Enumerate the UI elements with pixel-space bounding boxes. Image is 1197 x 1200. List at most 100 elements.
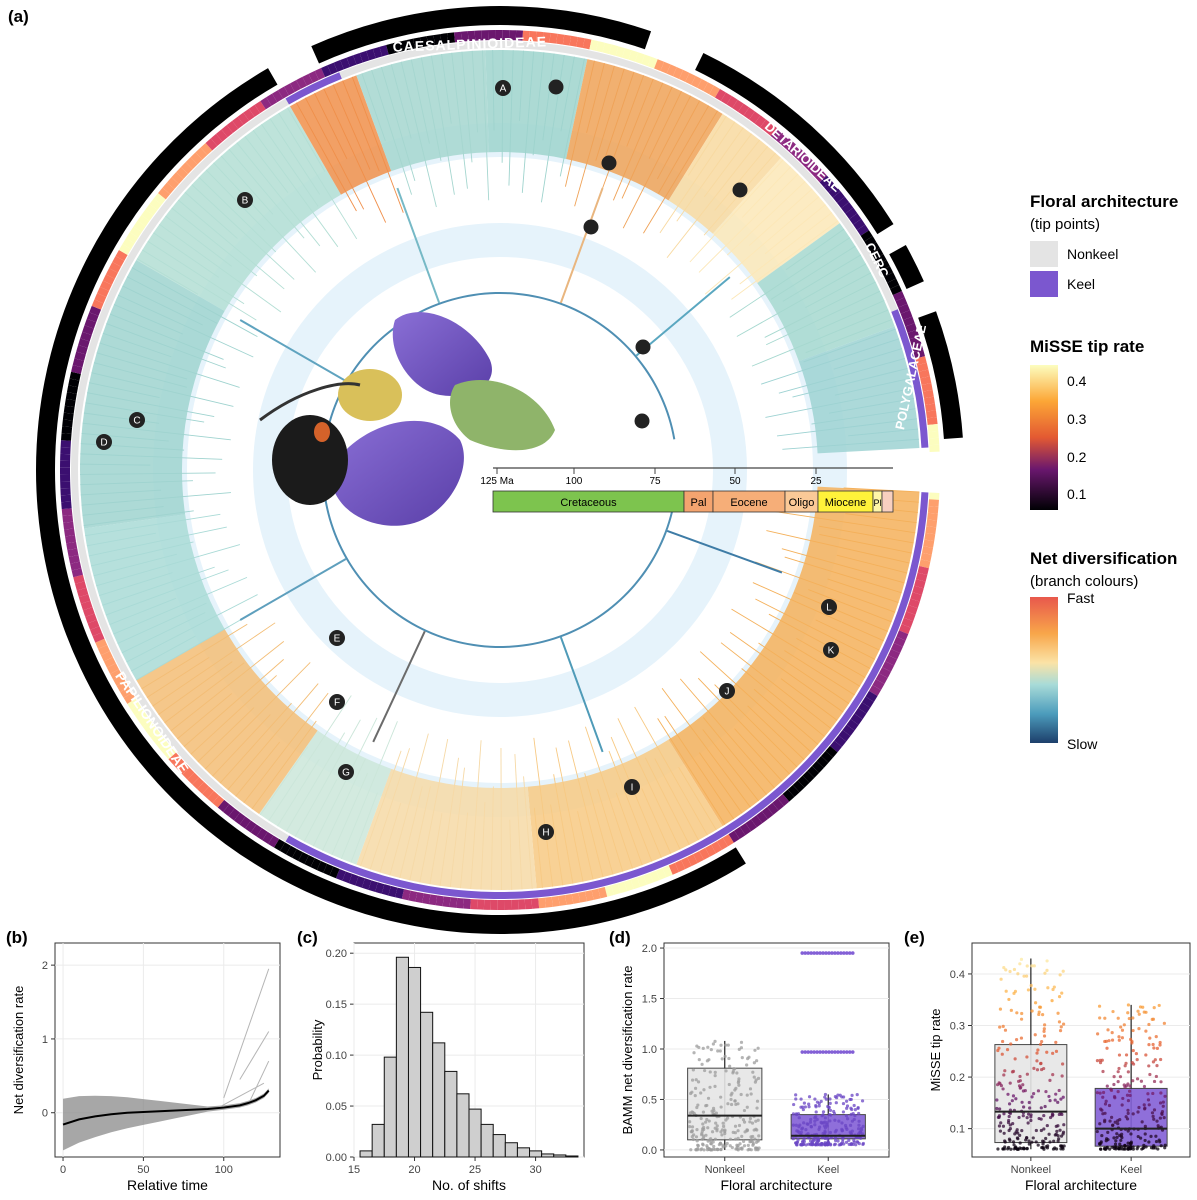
outlier-point [803, 951, 808, 955]
data-point [1007, 1114, 1011, 1119]
shift-dot [583, 219, 599, 235]
data-point [1163, 1143, 1167, 1147]
outlier-point [847, 951, 852, 955]
tip-rate-cell [495, 29, 503, 41]
tip-rate-cell [875, 673, 888, 684]
tip-rate-cell [529, 31, 537, 42]
data-point [859, 1128, 864, 1132]
data-point [1044, 1136, 1048, 1141]
data-point [1117, 1038, 1121, 1042]
backbone-branch [559, 187, 604, 304]
data-point [817, 1127, 821, 1132]
branch [213, 162, 317, 273]
data-point [1048, 1140, 1052, 1144]
tip-rate-cell [515, 30, 524, 41]
data-point [706, 1045, 710, 1049]
legend-nonkeel-label: Nonkeel [1067, 246, 1118, 262]
data-point [702, 1127, 706, 1132]
data-point [799, 1130, 803, 1134]
data-point [728, 1144, 732, 1148]
tip-rate-cell [254, 100, 266, 114]
branch [380, 66, 416, 181]
data-point [1048, 1078, 1052, 1082]
branch [184, 191, 238, 239]
data-point [1039, 1128, 1043, 1133]
tip-rate-cell [302, 73, 313, 86]
data-point [791, 1112, 796, 1116]
tip-rate-cell [829, 740, 842, 753]
data-point [711, 1140, 715, 1144]
branch [848, 428, 919, 437]
tip-rate-cell [329, 866, 340, 879]
x-axis-label: Floral architecture [720, 1177, 832, 1193]
tip-rate-cell [509, 30, 517, 41]
y-tick-label: 0 [42, 1108, 48, 1120]
tip-rate-cell [60, 460, 71, 468]
data-point [720, 1057, 724, 1061]
branch [303, 778, 338, 842]
data-point [1056, 1011, 1060, 1015]
tip-rate-cell [60, 494, 72, 503]
data-point [1040, 1039, 1044, 1044]
tip-rate-cell [110, 669, 123, 680]
branch [113, 576, 248, 635]
x-axis-label: No. of shifts [432, 1177, 506, 1193]
outlier-point [850, 951, 855, 955]
data-point [754, 1140, 758, 1145]
branch [117, 294, 254, 358]
data-point [688, 1120, 692, 1124]
data-point [1050, 1112, 1055, 1116]
data-point [1118, 1075, 1123, 1079]
data-point [792, 1102, 796, 1107]
tip-rate-cell [754, 115, 767, 128]
data-point [807, 1102, 811, 1106]
data-point [1025, 1055, 1029, 1059]
tip-rate-cell [877, 260, 890, 271]
tip-rate-cell [239, 816, 251, 829]
branch [597, 789, 624, 872]
misse-tip-ring [59, 29, 940, 910]
data-point [844, 1140, 849, 1144]
data-point [817, 1101, 821, 1105]
epoch-label: Oligo [789, 497, 815, 509]
data-point [1142, 1084, 1147, 1089]
tip-rate-cell [89, 305, 102, 316]
branch [752, 582, 884, 642]
data-point [1153, 1058, 1157, 1062]
data-point [742, 1144, 747, 1148]
x-tick-label: 25 [469, 1164, 481, 1176]
branch [729, 631, 844, 713]
data-point [815, 1117, 819, 1122]
data-point [724, 1069, 728, 1073]
data-point [688, 1111, 692, 1115]
tip-rate-cell [129, 226, 142, 238]
tip-rate-cell [770, 128, 783, 141]
tip-rate-cell [109, 262, 122, 273]
histogram-bar [395, 956, 409, 1158]
data-point [1159, 1144, 1163, 1148]
data-point [1103, 1102, 1108, 1106]
data-point [1142, 1103, 1146, 1107]
data-point [1158, 1116, 1162, 1120]
data-point [742, 1120, 747, 1124]
tip-rate-cell [842, 724, 855, 737]
data-point [1042, 1029, 1046, 1033]
data-point [700, 1131, 704, 1136]
tip-rate-cell [99, 280, 112, 291]
data-point [809, 1124, 813, 1129]
data-point [1151, 1091, 1155, 1096]
tip-rate-cell [893, 636, 906, 647]
data-point [1002, 1112, 1006, 1116]
tip-rate-cell [912, 585, 924, 595]
data-point [1147, 1043, 1151, 1047]
tip-rate-cell [811, 761, 824, 773]
tip-rate-cell [150, 731, 164, 744]
branch [532, 52, 545, 156]
branch [731, 220, 839, 300]
data-point [794, 1097, 798, 1101]
data-point [1014, 1097, 1018, 1101]
branch [340, 721, 398, 860]
data-point [813, 1116, 817, 1120]
branch [595, 68, 625, 161]
